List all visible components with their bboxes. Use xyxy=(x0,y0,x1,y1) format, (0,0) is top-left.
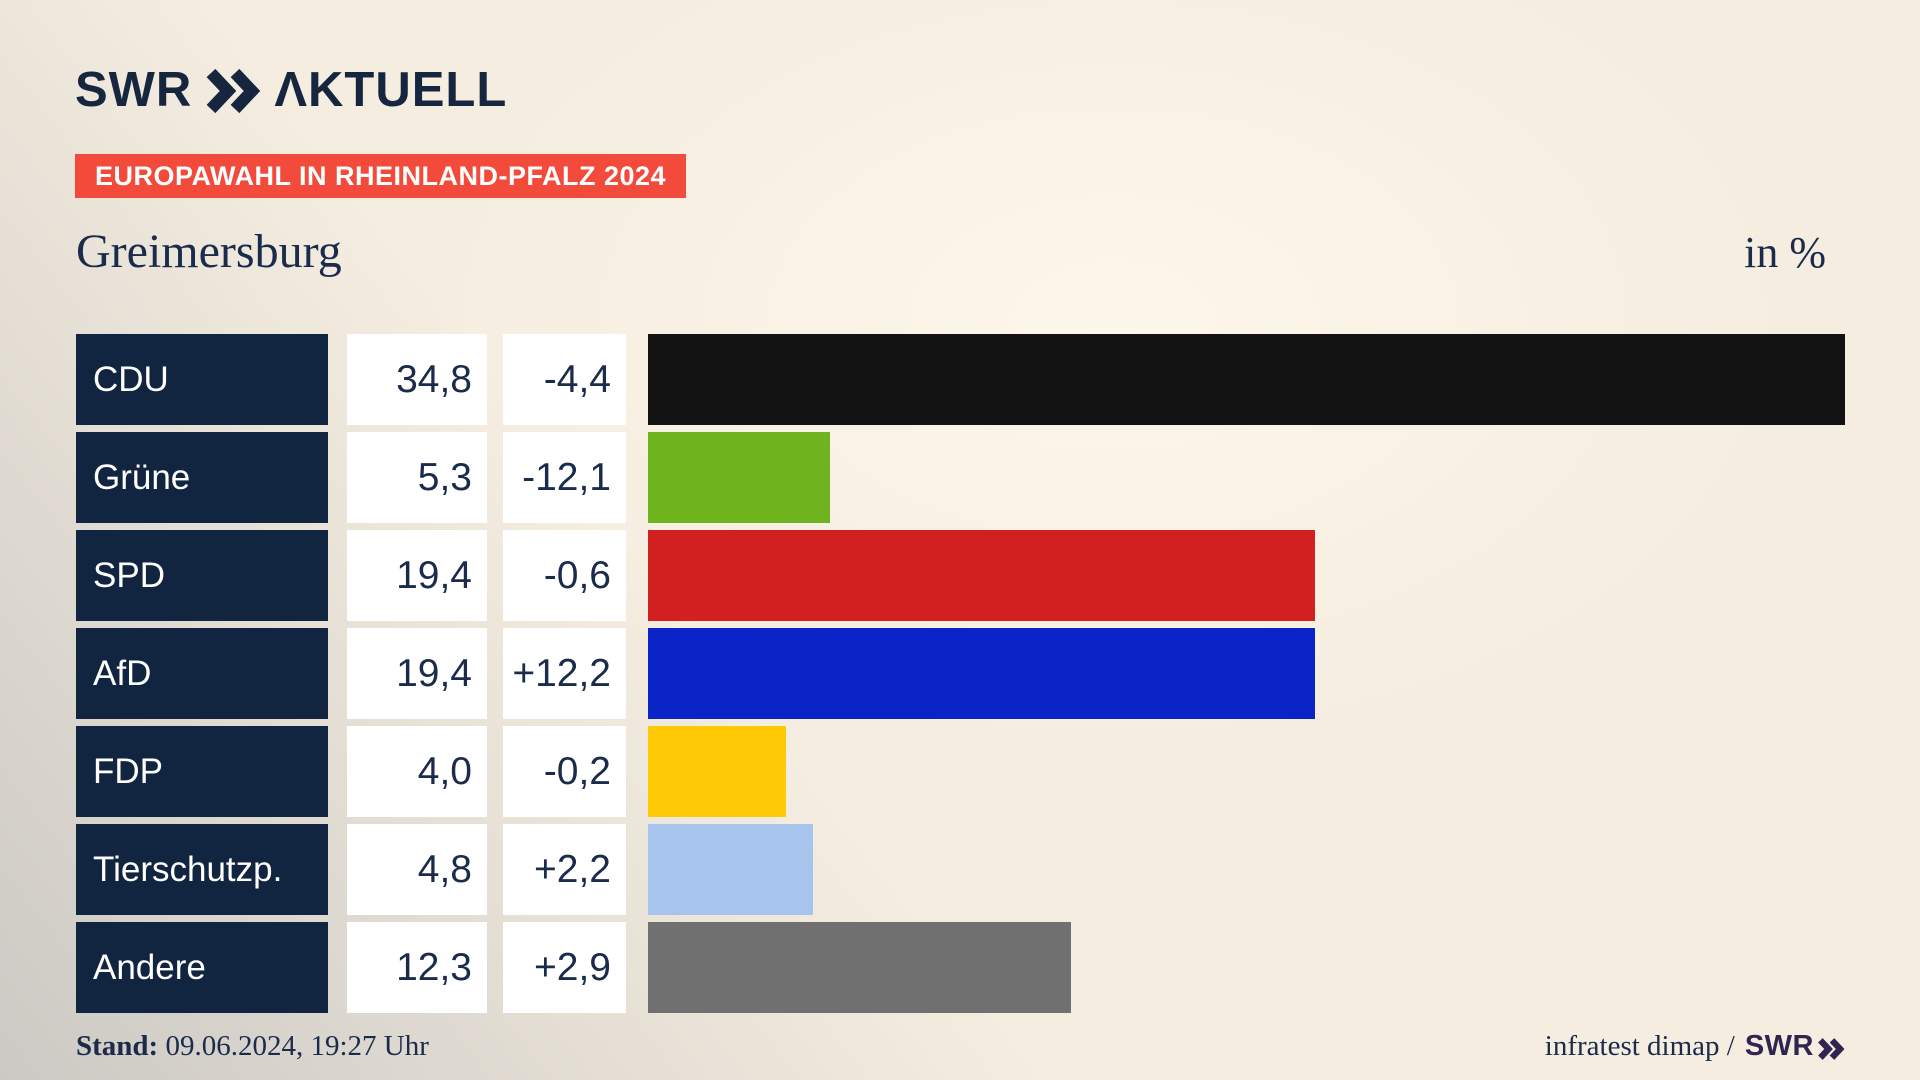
vote-share-value: 4,0 xyxy=(417,749,472,793)
party-label-cell: Tierschutzp. xyxy=(76,824,328,915)
change-cell: +2,9 xyxy=(503,922,626,1013)
result-bar xyxy=(648,530,1316,621)
party-label-cell: SPD xyxy=(76,530,328,621)
party-name: FDP xyxy=(93,751,163,791)
election-badge: EUROPAWAHL IN RHEINLAND-PFALZ 2024 xyxy=(75,154,687,198)
party-name: Tierschutzp. xyxy=(93,849,283,889)
bar-track xyxy=(648,432,1845,523)
party-name: AfD xyxy=(93,653,152,693)
bar-track xyxy=(648,334,1845,425)
double-chevron-icon xyxy=(204,68,262,113)
bar-track xyxy=(648,726,1845,817)
table-row: FDP 4,0 -0,2 xyxy=(76,726,1845,817)
change-value: -4,4 xyxy=(543,357,611,401)
vote-share-value: 4,8 xyxy=(417,847,472,891)
page-title: Greimersburg xyxy=(76,225,342,278)
result-bar xyxy=(648,628,1316,719)
vote-share-value: 34,8 xyxy=(396,357,472,401)
change-cell: -4,4 xyxy=(503,334,626,425)
result-bar xyxy=(648,824,814,915)
change-cell: -0,2 xyxy=(503,726,626,817)
change-value: +2,2 xyxy=(534,847,611,891)
results-table: CDU 34,8 -4,4 Grüne 5,3 -12,1 xyxy=(76,334,1845,1020)
title-row: Greimersburg in % xyxy=(76,224,1826,279)
vote-share-cell: 19,4 xyxy=(347,530,487,621)
swr-aktuell-logo: SWR ΛKTUELL xyxy=(75,66,507,115)
swr-wordmark: SWR xyxy=(75,63,193,117)
table-row: Grüne 5,3 -12,1 xyxy=(76,432,1845,523)
change-value: -12,1 xyxy=(522,455,611,499)
result-bar xyxy=(648,726,786,817)
party-label-cell: FDP xyxy=(76,726,328,817)
vote-share-cell: 19,4 xyxy=(347,628,487,719)
vote-share-cell: 12,3 xyxy=(347,922,487,1013)
result-bar xyxy=(648,432,831,523)
change-value: +12,2 xyxy=(512,651,611,695)
source-attribution: infratest dimap / SWR xyxy=(1545,1030,1845,1063)
table-row: CDU 34,8 -4,4 xyxy=(76,334,1845,425)
change-cell: +12,2 xyxy=(503,628,626,719)
vote-share-cell: 5,3 xyxy=(347,432,487,523)
vote-share-value: 12,3 xyxy=(396,945,472,989)
change-value: +2,9 xyxy=(534,945,611,989)
footer: Stand: 09.06.2024, 19:27 Uhr infratest d… xyxy=(76,1030,1845,1063)
vote-share-value: 5,3 xyxy=(417,455,472,499)
bar-track xyxy=(648,824,1845,915)
party-label-cell: AfD xyxy=(76,628,328,719)
timestamp: Stand: 09.06.2024, 19:27 Uhr xyxy=(76,1030,429,1063)
aktuell-wordmark: ΛKTUELL xyxy=(274,63,508,117)
table-row: AfD 19,4 +12,2 xyxy=(76,628,1845,719)
change-value: -0,2 xyxy=(543,749,611,793)
result-bar xyxy=(648,334,1845,425)
table-row: Tierschutzp. 4,8 +2,2 xyxy=(76,824,1845,915)
change-cell: -12,1 xyxy=(503,432,626,523)
bar-track xyxy=(648,628,1845,719)
vote-share-value: 19,4 xyxy=(396,651,472,695)
result-bar xyxy=(648,922,1072,1013)
change-value: -0,6 xyxy=(543,553,611,597)
source-brand-logo: SWR xyxy=(1745,1030,1845,1063)
party-label-cell: Andere xyxy=(76,922,328,1013)
vote-share-cell: 34,8 xyxy=(347,334,487,425)
party-label-cell: Grüne xyxy=(76,432,328,523)
source-swr-wordmark: SWR xyxy=(1744,1030,1814,1062)
table-row: Andere 12,3 +2,9 xyxy=(76,922,1845,1013)
timestamp-label: Stand: xyxy=(76,1030,159,1062)
table-row: SPD 19,4 -0,6 xyxy=(76,530,1845,621)
party-label-cell: CDU xyxy=(76,334,328,425)
party-name: Andere xyxy=(93,947,206,987)
source-text: infratest dimap / xyxy=(1544,1030,1735,1062)
change-cell: +2,2 xyxy=(503,824,626,915)
timestamp-value: 09.06.2024, 19:27 Uhr xyxy=(158,1030,429,1062)
vote-share-cell: 4,0 xyxy=(347,726,487,817)
source-double-chevron-icon xyxy=(1817,1035,1845,1060)
party-name: CDU xyxy=(93,359,169,399)
party-name: SPD xyxy=(93,555,165,595)
bar-track xyxy=(648,530,1845,621)
bar-track xyxy=(648,922,1845,1013)
party-name: Grüne xyxy=(93,457,191,497)
change-cell: -0,6 xyxy=(503,530,626,621)
vote-share-cell: 4,8 xyxy=(347,824,487,915)
vote-share-value: 19,4 xyxy=(396,553,472,597)
unit-label: in % xyxy=(1744,228,1826,277)
